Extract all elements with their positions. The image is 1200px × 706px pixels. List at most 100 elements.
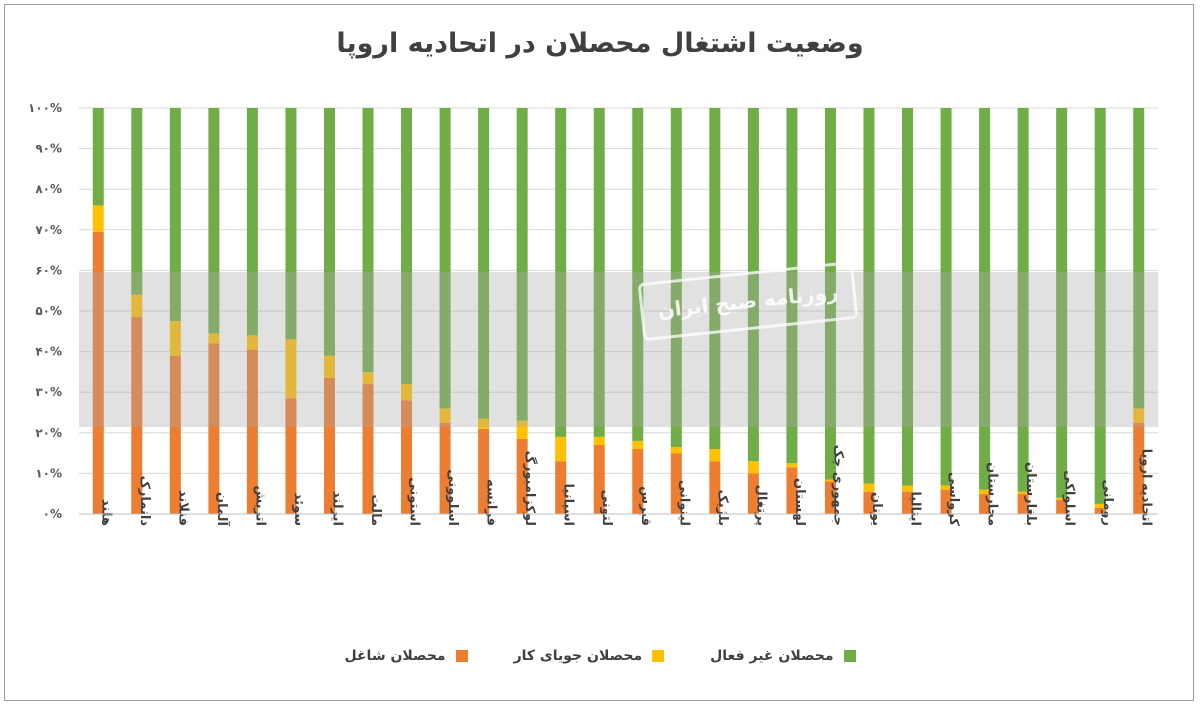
- y-tick-label: ۰%: [43, 507, 62, 521]
- bar-segment: [1017, 493, 1029, 514]
- x-tick-label: قبرس: [638, 486, 653, 526]
- bar-segment: [670, 108, 682, 448]
- x-tick-label: لتونی: [599, 490, 614, 526]
- bar-segment: [824, 479, 836, 482]
- legend-label-inactive: محصلان غیر فعال: [710, 648, 834, 664]
- bar-segment: [169, 355, 181, 514]
- bar-segment: [516, 108, 528, 421]
- bar-segment: [709, 449, 721, 462]
- x-tick-label: ایتالیا: [908, 491, 923, 526]
- bar-segment: [285, 339, 297, 399]
- bar-segment: [593, 444, 605, 514]
- bar-segment: [285, 108, 297, 340]
- y-tick-label: ۱۰۰%: [28, 101, 62, 115]
- bar-segment: [439, 422, 451, 514]
- bar-segment: [786, 467, 798, 514]
- bar-segment: [439, 408, 451, 423]
- bar-segment: [632, 449, 644, 514]
- legend-label-jobseeking: محصلان جویای کار: [513, 648, 643, 664]
- bar-segment: [902, 485, 914, 492]
- x-tick-label: لوکزامبورگ: [522, 451, 539, 526]
- bar-segment: [401, 108, 413, 385]
- bar-segment: [401, 400, 413, 514]
- bar-segment: [902, 108, 914, 486]
- legend-swatch-employed: [455, 650, 468, 662]
- bar-segment: [208, 108, 220, 334]
- bar-segment: [1094, 507, 1106, 514]
- bar-segment: [940, 485, 952, 490]
- bar-segment: [401, 384, 413, 401]
- bar-segment: [902, 491, 914, 514]
- x-tick-label: فنلاند: [175, 490, 190, 526]
- chart-title: وضعیت اشتغال محصلان در اتحادیه اروپا: [336, 28, 864, 59]
- bar-segment: [478, 428, 490, 514]
- x-tick-label: فرانسه: [484, 479, 499, 526]
- bar-segment: [516, 420, 528, 439]
- bar-segment: [208, 333, 220, 344]
- bar-segment: [1056, 108, 1068, 498]
- bar-segment: [824, 481, 836, 514]
- x-tick-label: پرتغال: [753, 485, 768, 526]
- y-tick-label: ۴۰%: [35, 345, 62, 359]
- x-tick-label: سوئد: [291, 493, 306, 526]
- y-tick-label: ۷۰%: [35, 223, 62, 237]
- chart-legend: محصلان غیر فعال محصلان جویای کار محصلان …: [0, 648, 1200, 664]
- bar-segment: [1133, 108, 1145, 409]
- bar-segment: [1017, 491, 1029, 494]
- bar-segment: [555, 461, 567, 514]
- bar-segment: [92, 231, 104, 514]
- x-tick-label: لهستان: [792, 478, 807, 526]
- bar-segment: [1056, 497, 1068, 500]
- y-tick-label: ۶۰%: [35, 263, 62, 277]
- bar-segment: [362, 384, 374, 514]
- bar-segment: [632, 440, 644, 450]
- bar-segment: [824, 108, 836, 480]
- x-tick-label: استونی: [407, 477, 422, 526]
- y-tick-label: ۳۰%: [35, 385, 62, 399]
- bar-segment: [169, 108, 181, 322]
- bar-segment: [632, 108, 644, 441]
- bar-segment: [478, 108, 490, 419]
- bar-segment: [285, 398, 297, 514]
- x-tick-label: آلمان: [214, 492, 231, 527]
- x-tick-label: اسپانیا: [561, 484, 576, 527]
- bar-segment: [246, 349, 258, 514]
- x-tick-label: جمهوری چک: [830, 445, 845, 526]
- x-tick-label: هلند: [98, 499, 113, 526]
- bar-segment: [1017, 108, 1029, 492]
- x-tick-label: اتریش: [252, 485, 267, 526]
- bar-segment: [979, 489, 991, 494]
- y-tick-label: ۲۰%: [35, 426, 62, 440]
- x-tick-label: رومانی: [1100, 479, 1115, 526]
- x-tick-label: بلغارستان: [1023, 462, 1038, 526]
- bar-segment: [439, 108, 451, 409]
- bar-segment: [863, 108, 875, 484]
- legend-item-inactive: محصلان غیر فعال: [710, 648, 856, 664]
- bar-segment: [131, 317, 143, 514]
- legend-item-jobseeking: محصلان جویای کار: [514, 648, 665, 664]
- bar-segment: [747, 108, 759, 462]
- bar-segment: [709, 461, 721, 514]
- x-tick-label: اسلواکی: [1062, 470, 1077, 526]
- bar-segment: [979, 108, 991, 490]
- y-tick-label: ۸۰%: [35, 182, 62, 196]
- y-tick-label: ۵۰%: [35, 304, 62, 318]
- bar-segment: [940, 489, 952, 514]
- bar-segment: [323, 355, 335, 378]
- bar-segment: [747, 473, 759, 514]
- bar-segment: [323, 377, 335, 514]
- bar-segment: [555, 108, 567, 437]
- bar-segment: [92, 205, 104, 232]
- bar-segment: [863, 491, 875, 514]
- y-tick-label: ۱۰%: [35, 466, 62, 480]
- bar-segment: [709, 108, 721, 450]
- bar-segment: [131, 294, 143, 318]
- bar-segment: [786, 108, 798, 464]
- x-tick-label: ایرلند: [329, 491, 344, 526]
- bar-segment: [1094, 503, 1106, 508]
- x-tick-label: دانمارک: [137, 476, 152, 527]
- bar-segment: [555, 436, 567, 462]
- bar-segment: [362, 371, 374, 385]
- x-tick-label: کرواسی: [946, 472, 961, 527]
